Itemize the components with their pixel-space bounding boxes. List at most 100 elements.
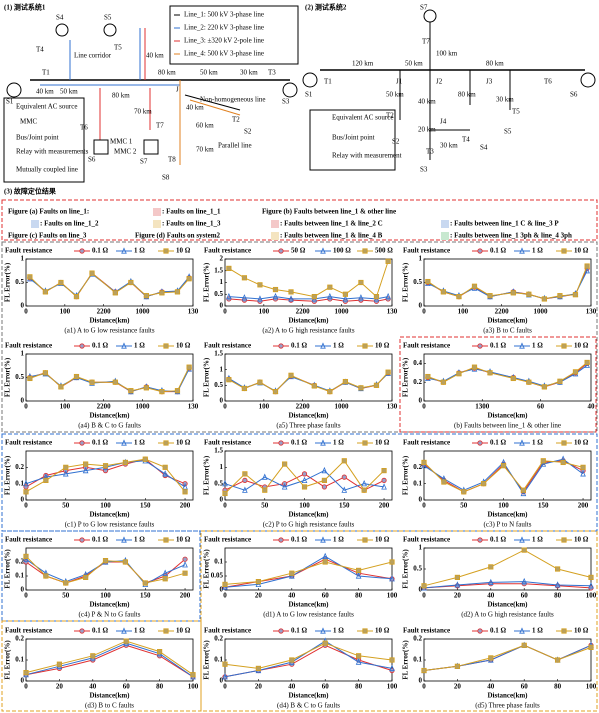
diagram-label: S4 xyxy=(56,14,64,22)
marker xyxy=(561,248,567,254)
diagram-label: T7 xyxy=(156,122,164,130)
marker xyxy=(226,265,232,272)
x-axis-label: Distance(km) xyxy=(89,412,130,420)
marker xyxy=(122,559,129,565)
chart: 0 0.1 0.2 0 50 100 150 200 Distance(km) FL Error(… xyxy=(402,439,592,529)
x-tick-label: 40 xyxy=(89,683,97,691)
diagram-label: Line_2: 220 kV 3-phase line xyxy=(184,24,264,32)
legend-swatch xyxy=(31,220,39,228)
marker xyxy=(79,343,85,349)
x-tick-label: 80 xyxy=(355,592,363,600)
marker xyxy=(255,665,262,672)
marker xyxy=(278,440,284,446)
legend-label: 1 Ω xyxy=(333,342,344,350)
x-tick-label: 100 xyxy=(458,308,469,316)
y-tick-label: 0.1 xyxy=(15,479,24,487)
marker xyxy=(488,655,494,661)
diagram-label: T2 xyxy=(232,116,240,124)
marker xyxy=(588,644,594,651)
diagram-label: T1 xyxy=(324,78,332,86)
legend-label: 0.1 Ω xyxy=(291,439,308,447)
chart: 0 0.5 1 1.5 0 50 100 150 200 Distance(km) FL Error… xyxy=(203,439,393,529)
marker xyxy=(557,293,563,299)
marker xyxy=(82,466,89,474)
diagram-label: S7 xyxy=(420,4,428,12)
marker xyxy=(373,293,380,300)
marker xyxy=(322,552,329,559)
legend-label: 10 Ω xyxy=(375,439,390,447)
legend-title: Fault resistance xyxy=(403,247,450,255)
series-line xyxy=(423,549,592,587)
y-tick-label: 0.05 xyxy=(211,572,224,580)
legend-swatch xyxy=(271,232,279,240)
x-tick-label: 130 xyxy=(387,308,398,316)
marker xyxy=(282,461,288,467)
y-tick-label: 0 xyxy=(21,397,25,405)
marker xyxy=(281,483,288,490)
marker xyxy=(242,486,248,493)
diagram-label: 50 km xyxy=(60,88,78,96)
y-tick-label: 0.5 xyxy=(15,373,24,381)
chart: 0 0.1 0.2 0 20 40 60 80 100 Distance(km) FL Error(… xyxy=(203,627,398,710)
marker xyxy=(42,370,49,376)
marker xyxy=(342,295,349,302)
marker xyxy=(162,569,168,576)
legend-label: 0.1 Ω xyxy=(92,439,109,447)
marker xyxy=(79,628,85,634)
chart-title: (a5) Three phase faults xyxy=(276,422,340,430)
marker xyxy=(358,279,364,286)
legend-text: : Faults on line_1_3 xyxy=(162,220,221,228)
diagram-label: Equivalent AC source xyxy=(16,103,77,111)
x-tick-label: 150 xyxy=(140,502,151,510)
legend-swatch xyxy=(271,220,279,228)
x-tick-label: 100 xyxy=(387,592,398,600)
legend-label: 100 Ω xyxy=(333,247,351,255)
chart-title: (d1) A to G low resistance faults xyxy=(263,611,354,619)
legend-label: 10 Ω xyxy=(176,342,191,350)
x-tick-label: 150 xyxy=(538,502,549,510)
diagram-label: 50 km xyxy=(405,60,423,68)
y-tick-label: 0.2 xyxy=(413,378,422,386)
x-tick-label: 100 xyxy=(100,592,111,600)
diagram-label: T3 xyxy=(426,148,434,156)
legend-title: Fault resistance xyxy=(5,439,52,447)
series-line xyxy=(29,273,190,298)
marker xyxy=(454,663,461,669)
marker xyxy=(561,628,567,634)
marker xyxy=(222,479,228,487)
diagram-label: T4 xyxy=(462,136,470,144)
chart-title: (c3) P to N faults xyxy=(484,521,532,529)
diagram-label: 120 km xyxy=(352,60,374,68)
diagram-label: J4 xyxy=(440,118,447,126)
x-axis-label: Distance(km) xyxy=(89,511,130,519)
y-tick-label: 0 xyxy=(419,496,423,504)
marker xyxy=(341,474,347,480)
marker xyxy=(322,640,328,646)
series-line xyxy=(228,373,389,392)
legend-text: : Faults between line_1 C & line_3 P xyxy=(450,220,559,228)
x-tick-label: 1000 xyxy=(136,308,151,316)
marker xyxy=(43,573,49,579)
x-axis-label: Distance(km) xyxy=(89,317,130,325)
y-tick-label: 0 xyxy=(220,302,224,310)
x-tick-label: 130 xyxy=(188,403,199,411)
y-tick-label: 0 xyxy=(220,397,224,405)
marker xyxy=(389,575,395,582)
diagram-label: Mutually coupled line xyxy=(16,166,78,174)
x-tick-label: 130 xyxy=(586,308,597,316)
diagram-label: 30 km xyxy=(496,96,514,104)
series-line xyxy=(29,366,190,393)
x-tick-label: 130 xyxy=(387,403,398,411)
x-axis-label: Distance(km) xyxy=(288,511,329,519)
x-axis-label: Distance(km) xyxy=(89,601,130,609)
marker xyxy=(257,379,263,385)
x-tick-label: 50 xyxy=(62,592,70,600)
marker xyxy=(272,292,279,300)
legend-label: 50 Ω xyxy=(291,247,306,255)
x-tick-label: 20 xyxy=(255,592,263,600)
y-tick-label: 1 xyxy=(419,255,423,263)
y-tick-label: 1 xyxy=(21,350,25,358)
marker xyxy=(385,258,391,264)
series-line xyxy=(25,640,194,676)
